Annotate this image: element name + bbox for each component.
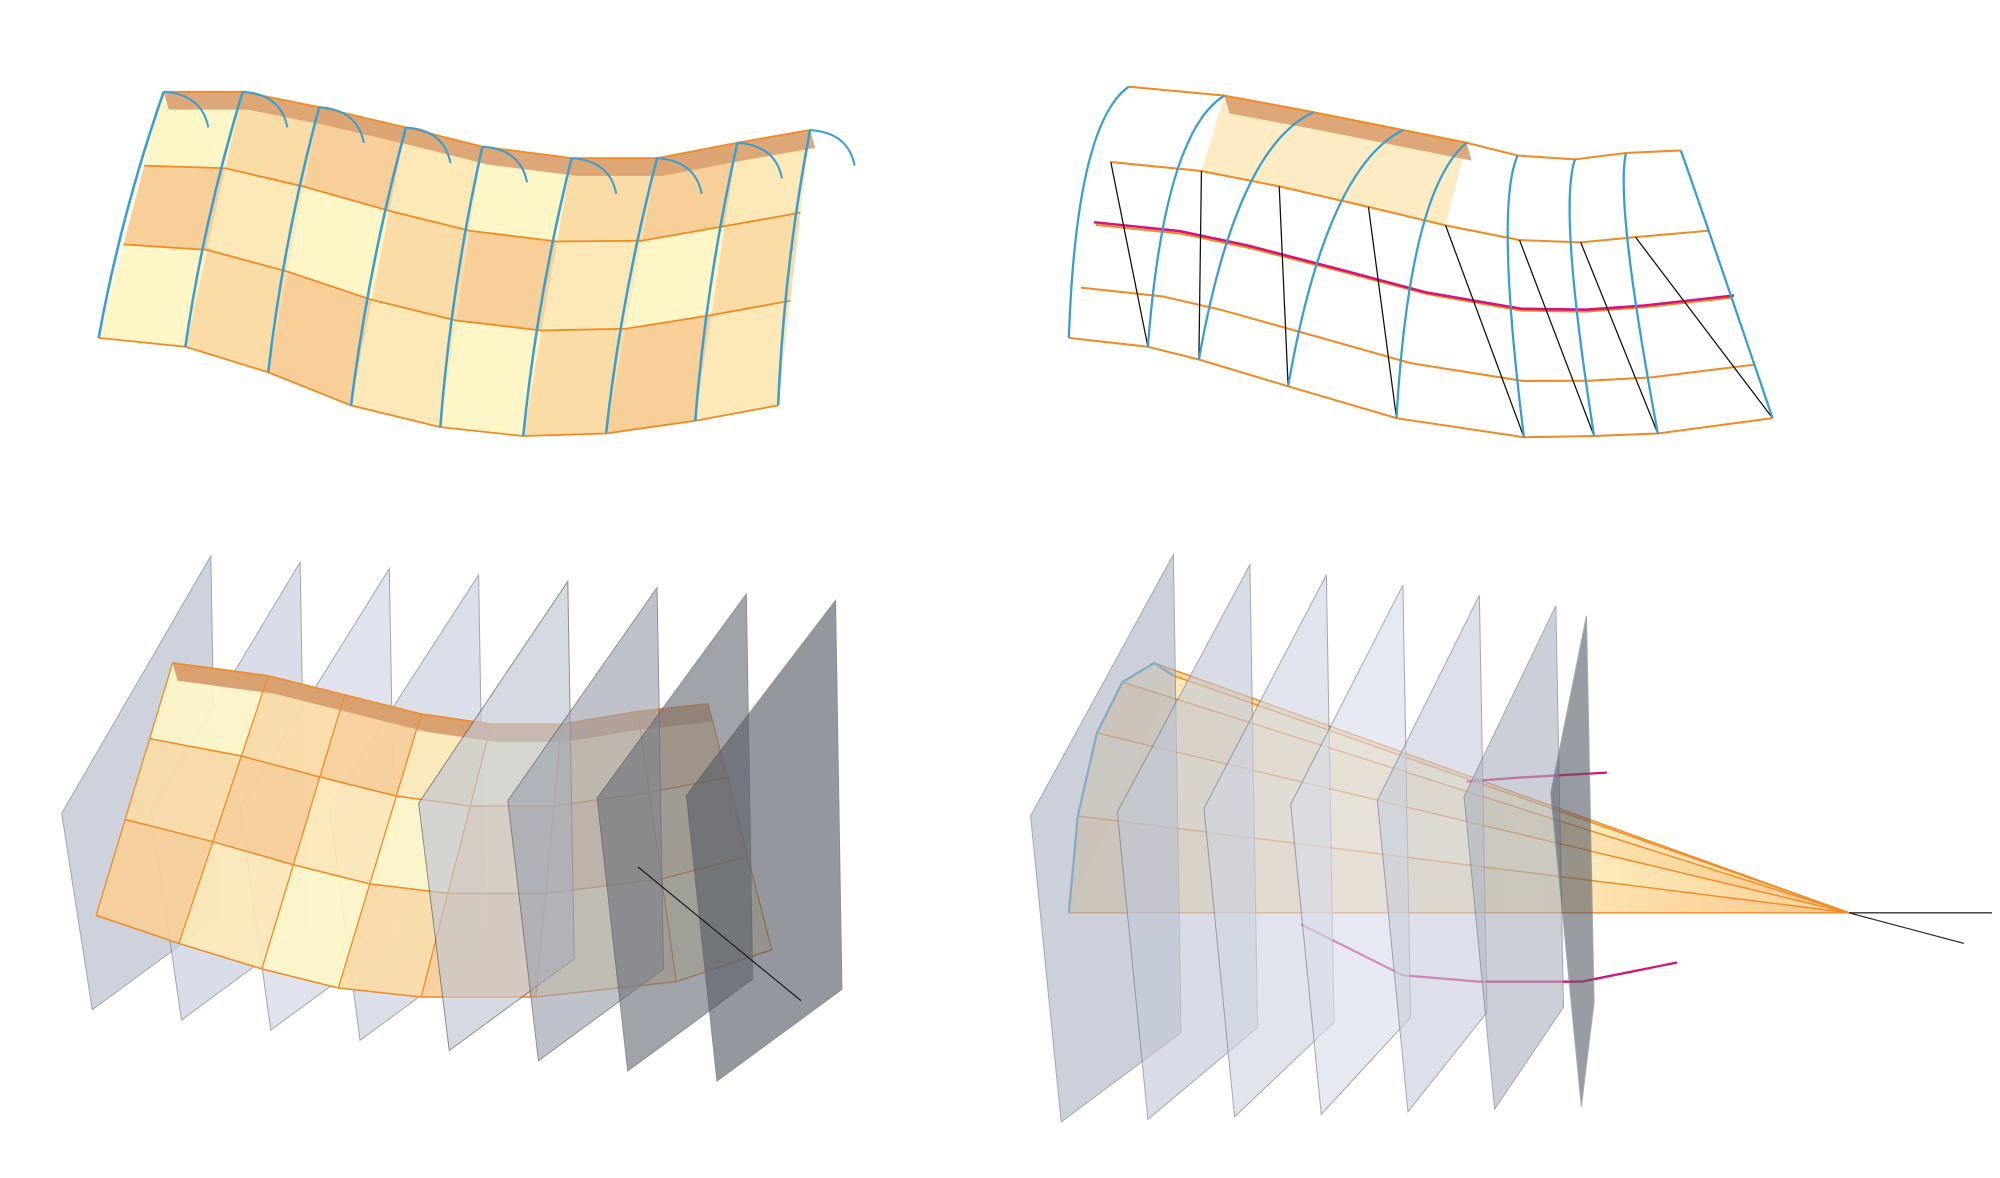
rib bbox=[694, 142, 739, 421]
sections-panel-3 bbox=[61, 554, 843, 1083]
surface-cell bbox=[178, 841, 294, 969]
rib-hook bbox=[163, 90, 210, 128]
rib-hook bbox=[405, 126, 452, 164]
rib bbox=[1679, 150, 1774, 419]
diagonal bbox=[1580, 242, 1659, 434]
rib bbox=[1395, 141, 1468, 419]
surface-cell bbox=[212, 756, 320, 865]
diagonal bbox=[1518, 239, 1595, 437]
rib-hook bbox=[809, 129, 856, 166]
section-plane bbox=[1550, 615, 1595, 1107]
surface-cell bbox=[268, 271, 372, 406]
section-plane bbox=[685, 598, 843, 1083]
surface-cell bbox=[98, 244, 208, 347]
rib-hook bbox=[737, 141, 783, 179]
wireframe-panel-2 bbox=[1067, 85, 1774, 439]
rib bbox=[1622, 152, 1659, 434]
rib-edge bbox=[95, 662, 174, 916]
rib bbox=[1506, 155, 1526, 438]
rib-hook bbox=[656, 157, 703, 194]
surface-cell bbox=[338, 883, 448, 997]
rib-hook bbox=[319, 106, 365, 143]
diagonal bbox=[1278, 186, 1289, 387]
edge-line bbox=[1095, 223, 1732, 313]
guide-curve bbox=[1093, 220, 1735, 311]
rib bbox=[349, 127, 408, 406]
rib-edge bbox=[261, 694, 346, 970]
surface-cell bbox=[351, 299, 457, 428]
surface-cell bbox=[711, 212, 801, 316]
surface-cell bbox=[440, 320, 542, 437]
diagonal bbox=[1198, 170, 1203, 360]
surface-cell bbox=[541, 240, 642, 331]
surface-cell bbox=[123, 165, 226, 250]
axis-line bbox=[1848, 912, 1964, 945]
rib bbox=[1197, 111, 1315, 360]
surface-cell bbox=[293, 777, 397, 884]
rib bbox=[439, 146, 484, 428]
edge-line bbox=[163, 90, 811, 159]
top-strip bbox=[1224, 95, 1472, 161]
rib bbox=[266, 106, 321, 373]
surface-cell bbox=[261, 864, 370, 989]
edge-line bbox=[144, 164, 801, 243]
edge-line bbox=[123, 243, 791, 332]
rib bbox=[1286, 129, 1404, 387]
rib-edge bbox=[337, 713, 422, 989]
edge-line bbox=[1128, 85, 1681, 161]
rib-edge bbox=[178, 675, 269, 944]
rib-hook bbox=[242, 90, 289, 128]
rib bbox=[604, 157, 659, 434]
surface-cell bbox=[371, 210, 470, 321]
surface-cell bbox=[523, 328, 626, 437]
surface-cell bbox=[125, 738, 242, 842]
surface-cell bbox=[96, 819, 213, 944]
surface-panel-1 bbox=[97, 90, 856, 437]
rib-hook bbox=[571, 157, 618, 194]
surface-cell bbox=[287, 186, 390, 300]
rib bbox=[1067, 85, 1130, 338]
diagonal bbox=[1110, 161, 1149, 347]
surface-cell bbox=[695, 300, 791, 421]
rib-hook bbox=[482, 145, 529, 183]
fan-panel-4 bbox=[1030, 552, 1992, 1123]
rib bbox=[1568, 158, 1596, 437]
rib bbox=[1146, 94, 1225, 347]
axis-line bbox=[637, 866, 802, 1002]
diagonal bbox=[1635, 236, 1774, 419]
edge-line bbox=[1080, 286, 1755, 382]
diagonal bbox=[1367, 206, 1398, 419]
surface-cell bbox=[144, 91, 243, 169]
surface-cell bbox=[456, 230, 558, 331]
rib bbox=[776, 129, 812, 406]
surface-cell bbox=[557, 158, 658, 242]
rib bbox=[97, 91, 165, 339]
surface-cell bbox=[185, 249, 288, 373]
surface-cell bbox=[606, 315, 712, 434]
diagonal bbox=[1444, 225, 1525, 438]
surface-cell bbox=[207, 168, 304, 272]
section-plane bbox=[1463, 605, 1565, 1111]
rib bbox=[521, 157, 573, 437]
top-strip bbox=[163, 91, 816, 176]
surface-cell bbox=[625, 226, 725, 329]
rib bbox=[184, 91, 244, 347]
